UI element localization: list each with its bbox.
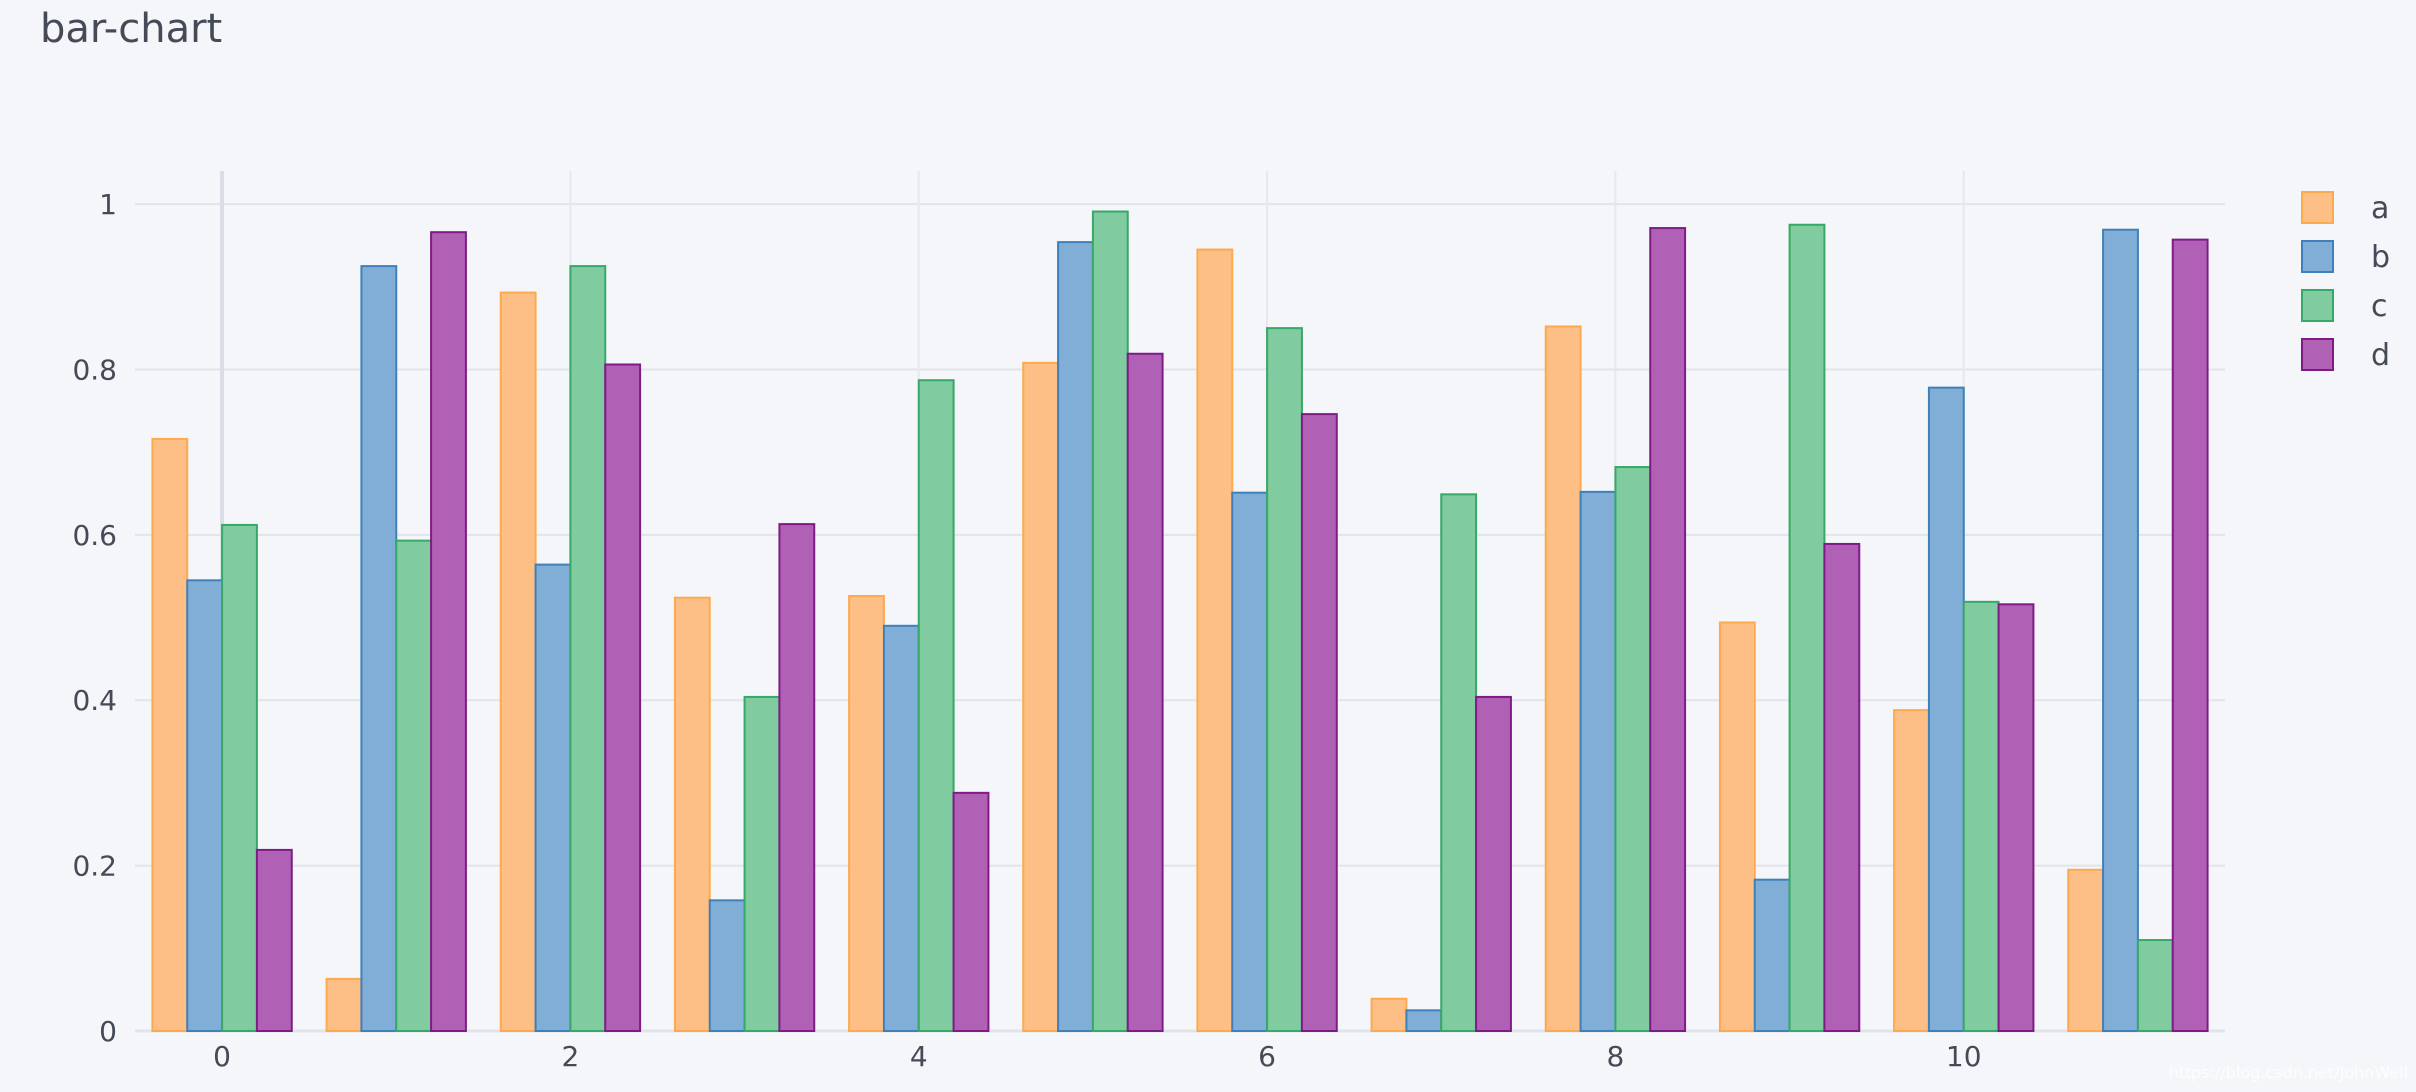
bar-d-11[interactable] (2171, 238, 2209, 1032)
bar-b-3[interactable] (708, 899, 746, 1032)
bar-c-4[interactable] (917, 379, 955, 1032)
legend-item-a[interactable]: a (2301, 191, 2389, 226)
bar-d-2[interactable] (604, 363, 642, 1032)
bar-a-5[interactable] (1022, 361, 1060, 1033)
bar-d-3[interactable] (778, 523, 816, 1032)
bar-d-4[interactable] (952, 791, 990, 1032)
legend-label-b: b (2371, 240, 2390, 275)
x-tick-label-5: 10 (1946, 1040, 1982, 1073)
x-tick-label-4: 8 (1607, 1040, 1625, 1073)
bar-b-1[interactable] (360, 265, 398, 1033)
bar-b-11[interactable] (2102, 228, 2139, 1032)
bar-c-9[interactable] (1788, 223, 1826, 1032)
legend-item-b[interactable]: b (2301, 240, 2390, 275)
y-tick-label-5: 1 (99, 188, 117, 221)
y-tick-label-1: 0.2 (72, 850, 117, 883)
legend-swatch-c (2301, 289, 2334, 322)
bar-a-0[interactable] (151, 437, 189, 1032)
bar-b-10[interactable] (1927, 386, 1965, 1032)
bar-a-9[interactable] (1718, 621, 1756, 1032)
legend-item-c[interactable]: c (2301, 289, 2388, 324)
watermark-text: https://blog.csdn.net/JohnWell (2168, 1063, 2408, 1082)
bar-a-4[interactable] (848, 595, 885, 1032)
bar-c-6[interactable] (1266, 327, 1303, 1033)
bar-a-1[interactable] (325, 977, 363, 1033)
bar-d-5[interactable] (1126, 352, 1164, 1032)
bar-b-5[interactable] (1057, 241, 1094, 1033)
x-tick-label-0: 0 (213, 1040, 231, 1073)
y-tick-label-3: 0.6 (72, 519, 117, 552)
grid-layer (135, 171, 2225, 1033)
x-tick-label-1: 2 (562, 1040, 580, 1073)
bar-c-8[interactable] (1614, 466, 1652, 1032)
bar-a-7[interactable] (1370, 997, 1408, 1032)
bar-c-1[interactable] (395, 539, 433, 1033)
bar-a-2[interactable] (499, 291, 537, 1032)
axis-layer: 00.20.40.60.810 2 4 6 8 10 (72, 188, 1981, 1073)
bar-d-1[interactable] (430, 231, 467, 1032)
legend-swatch-d (2301, 338, 2334, 371)
legend-label-c: c (2371, 289, 2388, 324)
legend-label-d: d (2371, 338, 2390, 373)
bar-c-2[interactable] (569, 265, 607, 1033)
chart-title: bar-chart (40, 6, 222, 52)
bar-d-10[interactable] (1997, 603, 2035, 1032)
bar-c-11[interactable] (2136, 939, 2174, 1032)
y-tick-label-4: 0.8 (72, 353, 117, 386)
y-tick-label-0: 0 (99, 1015, 117, 1048)
bar-b-7[interactable] (1405, 1009, 1443, 1032)
bar-b-4[interactable] (882, 624, 920, 1032)
bar-c-10[interactable] (1962, 600, 2000, 1032)
bar-a-10[interactable] (1893, 709, 1930, 1033)
bar-a-3[interactable] (673, 596, 711, 1032)
legend-swatch-a (2301, 191, 2334, 224)
bar-d-7[interactable] (1475, 695, 1512, 1033)
bar-c-7[interactable] (1440, 493, 1478, 1033)
bar-a-6[interactable] (1196, 248, 1234, 1033)
bar-b-6[interactable] (1231, 491, 1269, 1032)
bar-c-5[interactable] (1091, 210, 1129, 1032)
x-tick-label-2: 4 (910, 1040, 928, 1073)
bar-a-8[interactable] (1544, 325, 1582, 1032)
bar-d-0[interactable] (255, 848, 293, 1033)
legend-label-a: a (2371, 191, 2389, 226)
bar-d-6[interactable] (1300, 413, 1338, 1033)
bar-b-9[interactable] (1753, 878, 1791, 1033)
bar-a-11[interactable] (2067, 868, 2105, 1032)
bar-c-3[interactable] (743, 695, 781, 1033)
bar-b-0[interactable] (186, 579, 224, 1032)
bar-d-8[interactable] (1649, 227, 1687, 1033)
legend-item-d[interactable]: d (2301, 338, 2390, 373)
bar-d-9[interactable] (1823, 542, 1861, 1032)
legend-swatch-b (2301, 240, 2334, 273)
bar-b-8[interactable] (1579, 490, 1617, 1033)
bar-b-2[interactable] (534, 563, 572, 1032)
bar-c-0[interactable] (221, 523, 258, 1033)
y-tick-label-2: 0.4 (72, 684, 117, 717)
x-tick-label-3: 6 (1258, 1040, 1276, 1073)
bars-layer (151, 210, 2209, 1033)
